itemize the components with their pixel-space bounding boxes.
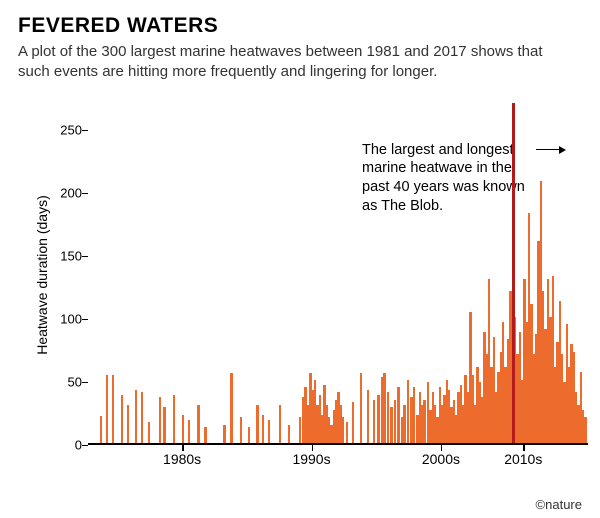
bar [223,425,225,443]
y-tick-mark [82,445,88,447]
y-tick-mark [82,256,88,258]
annotation-arrow-line [536,149,560,151]
bar [288,425,290,443]
bar [148,422,150,442]
x-tick-label: 1990s [292,451,330,467]
bar [188,420,190,443]
bar [346,422,348,442]
bar [407,380,409,443]
bar [100,416,102,442]
bar [127,405,129,443]
annotation-arrow-head [559,146,566,154]
y-axis-label: Heatwave duration (days) [34,195,50,355]
bar-highlight [512,103,515,443]
bar [279,405,281,443]
bar [182,415,184,443]
bar [106,375,108,443]
x-tick-mark [182,445,184,451]
bar [121,395,123,443]
bar [373,400,375,443]
bar [268,420,270,443]
bar [383,373,385,442]
bar [141,392,143,442]
y-tick-mark [82,193,88,195]
chart-subtitle: A plot of the 300 largest marine heatwav… [18,42,578,83]
x-tick-label: 1980s [163,451,201,467]
x-tick-mark [441,445,443,451]
y-tick-label: 50 [48,374,82,389]
bar [248,427,250,442]
x-tick-label: 2010s [504,451,542,467]
bar [262,415,264,443]
bar [390,407,392,442]
bar [173,395,175,443]
bar [240,417,242,442]
annotation-text: The largest and longestmarine heatwave i… [362,141,525,216]
x-tick-mark [312,445,314,451]
bar [204,427,206,442]
bar [230,373,232,442]
y-tick-mark [82,130,88,132]
y-tick-mark [82,382,88,384]
bar [163,407,165,442]
y-tick-label: 0 [48,437,82,452]
bar [394,400,396,443]
bar [299,417,301,442]
plot-region: 0501001502002501980s1990s2000s2010sThe l… [88,105,588,445]
bar [397,387,399,442]
bar [342,417,344,442]
bar [413,387,415,442]
bar [367,390,369,443]
bar [423,400,425,443]
y-tick-mark [82,319,88,321]
bar [135,390,137,443]
bar [256,405,258,443]
y-tick-label: 150 [48,248,82,263]
bar [584,417,586,442]
y-tick-label: 250 [48,122,82,137]
bar [360,373,362,442]
credit-text: ©nature [536,497,582,512]
bar [352,402,354,442]
bar [197,405,199,443]
x-tick-label: 2000s [422,451,460,467]
bar [159,397,161,442]
chart-title: FEVERED WATERS [18,14,582,38]
x-tick-mark [523,445,525,451]
bar [112,375,114,443]
bar [387,392,389,442]
bar [403,405,405,443]
y-tick-label: 200 [48,185,82,200]
y-tick-label: 100 [48,311,82,326]
bar [377,395,379,443]
